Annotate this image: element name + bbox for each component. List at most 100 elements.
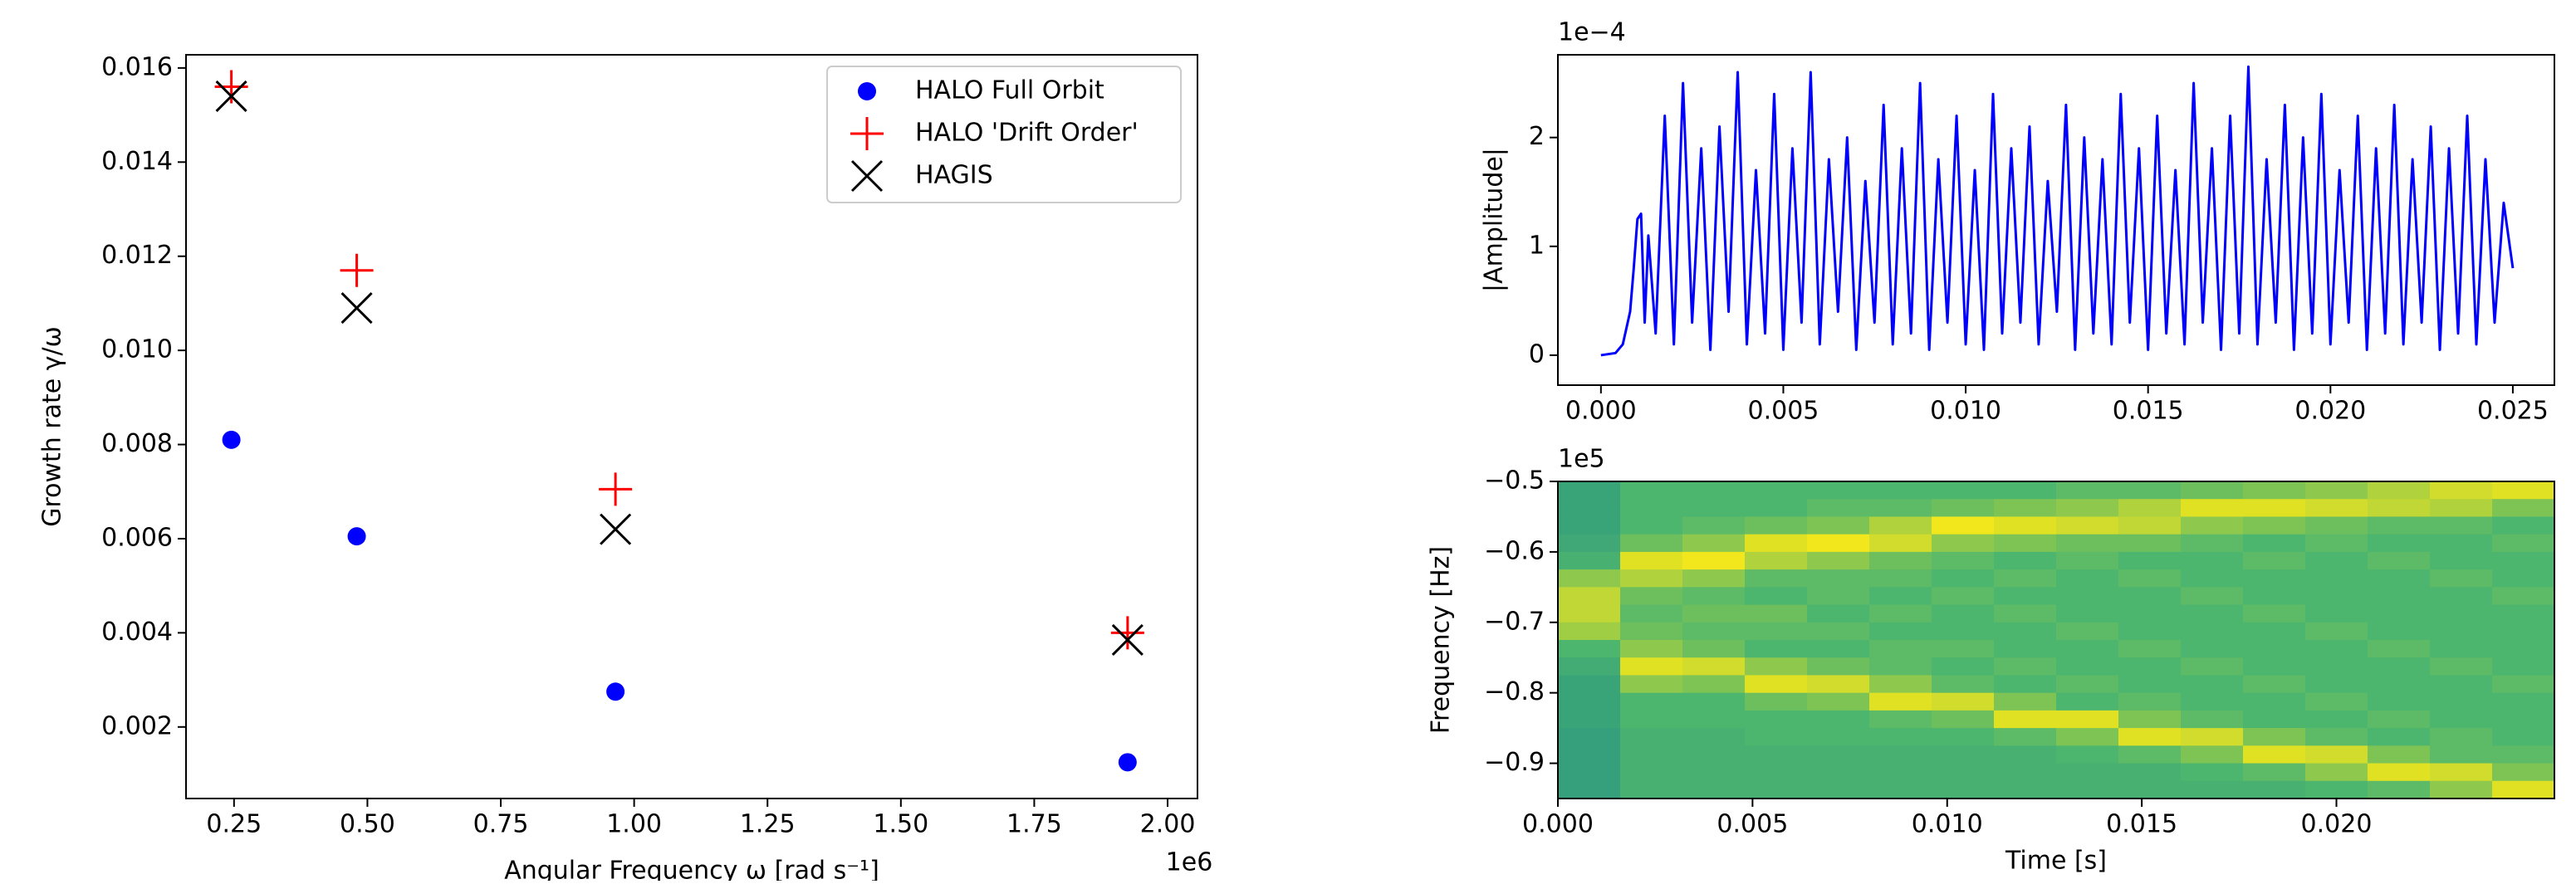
heat-cell [2181, 710, 2244, 729]
heat-cell [1807, 780, 1870, 799]
heat-cell [1682, 675, 1746, 694]
heat-cell [1807, 745, 1870, 764]
heat-cell [1745, 569, 1808, 588]
heat-cell [1807, 763, 1870, 782]
heat-cell [1682, 587, 1746, 606]
legend-label: HALO 'Drift Order' [915, 119, 1139, 148]
heat-cell [1558, 604, 1621, 623]
heat-cell [1994, 499, 2057, 518]
heat-cell [2056, 728, 2119, 746]
heat-cell [1807, 499, 1870, 518]
heat-cell [2368, 657, 2431, 676]
heat-cell [2118, 604, 2182, 623]
heat-cell [1807, 728, 1870, 746]
heat-cell [1620, 534, 1683, 553]
heat-cell [1932, 622, 1995, 641]
heat-cell [2056, 622, 2119, 641]
heat-cell [2368, 481, 2431, 500]
heat-cell [2305, 640, 2368, 658]
heat-cell [2056, 710, 2119, 729]
heat-cell [2492, 516, 2554, 535]
heat-cell [2056, 657, 2119, 676]
heat-cell [2181, 780, 2244, 799]
heat-cell [1682, 569, 1746, 588]
y-axis-label: |Amplitude| [1480, 148, 1509, 292]
heat-cell [1932, 780, 1995, 799]
heat-cell [2181, 481, 2244, 500]
heat-cell [1682, 551, 1746, 570]
y-tick-label: −0.9 [1484, 748, 1545, 777]
legend-label: HAGIS [915, 161, 993, 190]
heat-cell [2181, 587, 2244, 606]
heat-cell [2492, 780, 2554, 799]
heat-cell [2243, 587, 2306, 606]
heat-cell [2056, 763, 2119, 782]
y-tick-label: 0 [1529, 339, 1545, 369]
heat-cell [1620, 745, 1683, 764]
heat-cell [1932, 569, 1995, 588]
heat-cell [1869, 534, 1932, 553]
heat-cell [2243, 569, 2306, 588]
x-tick-label: 0.015 [2106, 810, 2177, 839]
heat-cell [2181, 569, 2244, 588]
heat-cell [2430, 534, 2493, 553]
heat-cell [1558, 516, 1621, 535]
heat-cell [2305, 745, 2368, 764]
chart: 0.25 0.50 0.75 1.00 1.25 1.50 1.75 2.00 0.002 0.0… [38, 52, 1213, 884]
x-offset-label: 1e6 [1166, 848, 1213, 877]
heat-cell [1994, 728, 2057, 746]
heat-cell [2243, 622, 2306, 641]
x-tick-label: 0.015 [2113, 397, 2184, 426]
heat-cell [2430, 675, 2493, 694]
x-tick-label: 2.00 [1140, 810, 1196, 839]
heat-cell [1682, 640, 1746, 658]
heat-cell [1682, 481, 1746, 500]
heat-cell [1620, 481, 1683, 500]
heat-cell [2056, 692, 2119, 711]
heat-cell [1682, 692, 1746, 711]
heat-cell [1869, 622, 1932, 641]
heat-cell [1869, 481, 1932, 500]
heat-cell [2368, 499, 2431, 518]
heat-cell [2181, 657, 2244, 676]
y-offset-label: 1e5 [1558, 445, 1605, 474]
heat-cell [1682, 499, 1746, 518]
heat-cell [2305, 710, 2368, 729]
heat-cell [2056, 587, 2119, 606]
heat-cell [2305, 499, 2368, 518]
y-axis-label: Frequency [Hz] [1427, 546, 1456, 734]
plot-area [1600, 65, 2515, 357]
x-tick-label: 1.50 [873, 810, 928, 839]
x-axis-label: Time [s] [2005, 847, 2107, 876]
x-tick-label: 0.005 [1717, 810, 1788, 839]
legend: HALO Full Orbit HALO 'Drift Order' HAGIS [826, 66, 1182, 203]
marker [347, 527, 366, 546]
heat-cell [1869, 640, 1932, 658]
heat-cell [1932, 516, 1995, 535]
heat-cell [1932, 481, 1995, 500]
heat-cell [1745, 780, 1808, 799]
heat-cell [2243, 692, 2306, 711]
heat-cell [1807, 622, 1870, 641]
heat-cell [2118, 516, 2182, 535]
heat-cell [1869, 516, 1932, 535]
heat-cell [2430, 657, 2493, 676]
heat-cell [2305, 692, 2368, 711]
heat-cell [2492, 763, 2554, 782]
heat-cell [1745, 675, 1808, 694]
heat-cell [1932, 692, 1995, 711]
heat-cell [2056, 675, 2119, 694]
heat-cell [2368, 604, 2431, 623]
x-tick-label: 0.010 [1912, 810, 1983, 839]
heat-cell [1745, 551, 1808, 570]
heat-cell [2181, 516, 2244, 535]
x-tick-label: 0.000 [1522, 810, 1594, 839]
heat-cell [1558, 481, 1621, 500]
heat-cell [2492, 657, 2554, 676]
heat-cell [2056, 534, 2119, 553]
heat-cell [2430, 763, 2493, 782]
heat-cell [2305, 604, 2368, 623]
heat-cell [1558, 499, 1621, 518]
heat-cell [1745, 728, 1808, 746]
heat-cell [2430, 604, 2493, 623]
